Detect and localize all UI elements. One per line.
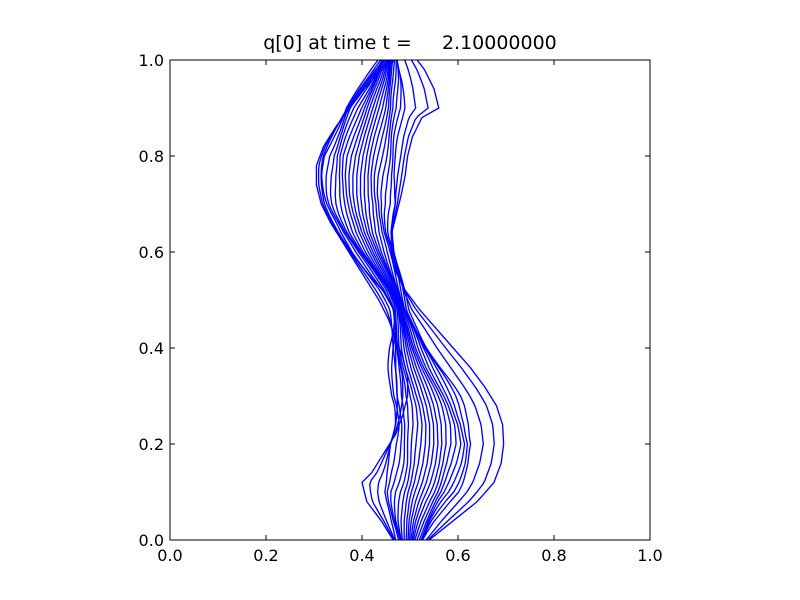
contour-line	[359, 59, 435, 541]
y-tick-label: 1.0	[139, 51, 164, 70]
outer-left-contour	[315, 59, 409, 541]
contour-line	[383, 59, 466, 541]
x-tick-label: 0.8	[541, 546, 566, 565]
contour-line	[329, 59, 403, 541]
x-tick-label: 0.0	[157, 546, 182, 565]
outer-right-contour	[390, 59, 505, 541]
contour-line	[338, 59, 410, 541]
contour-line	[390, 59, 472, 541]
y-axis: 0.0 0.2 0.4 0.6 0.8 1.0	[139, 51, 650, 550]
contour-line	[386, 59, 469, 541]
contour-line	[320, 59, 399, 541]
contour-line	[380, 60, 462, 541]
y-tick-label: 0.4	[139, 339, 164, 358]
contour-lines	[315, 59, 505, 541]
x-tick-label: 1.0	[637, 546, 662, 565]
plot-frame	[169, 59, 651, 541]
contour-line	[363, 59, 439, 541]
x-axis: 0.0 0.2 0.4 0.6 0.8 1.0	[157, 60, 663, 565]
contour-line	[317, 59, 404, 541]
y-tick-label: 0.0	[139, 531, 164, 550]
contour-line	[356, 59, 431, 541]
chart-title: q[0] at time t = 2.10000000	[263, 32, 557, 54]
x-tick-label: 0.6	[445, 546, 470, 565]
x-tick-label: 0.4	[349, 546, 374, 565]
contour-line	[334, 59, 406, 541]
contour-line	[367, 59, 443, 541]
contour-line	[352, 59, 427, 541]
y-tick-label: 0.6	[139, 243, 164, 262]
y-tick-label: 0.2	[139, 435, 164, 454]
y-tick-label: 0.8	[139, 147, 164, 166]
contour-line	[391, 59, 484, 541]
contour-line	[391, 59, 495, 541]
x-tick-label: 0.2	[253, 546, 278, 565]
